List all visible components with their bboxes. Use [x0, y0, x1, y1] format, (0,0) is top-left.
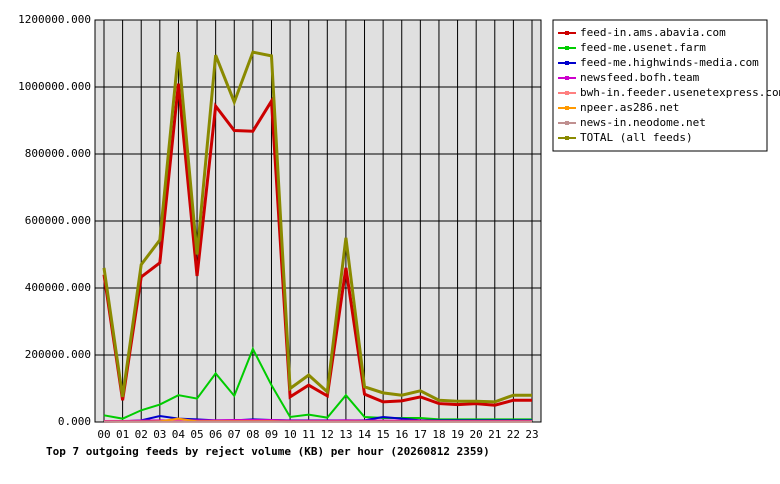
y-tick-label: 1200000.000	[18, 13, 91, 26]
x-tick-label: 21	[488, 428, 501, 441]
x-tick-label: 04	[172, 428, 186, 441]
y-tick-label: 200000.000	[25, 348, 91, 361]
y-tick-label: 800000.000	[25, 147, 91, 160]
x-tick-label: 15	[377, 428, 390, 441]
legend-dot	[565, 136, 569, 140]
legend-label: feed-me.usenet.farm	[580, 41, 706, 54]
legend-dot	[565, 121, 569, 125]
x-tick-label: 23	[525, 428, 538, 441]
y-tick-label: 0.000	[58, 415, 91, 428]
x-tick-label: 14	[358, 428, 372, 441]
x-tick-label: 00	[97, 428, 110, 441]
legend-label: TOTAL (all feeds)	[580, 131, 693, 144]
legend-label: bwh-in.feeder.usenetexpress.com	[580, 86, 780, 99]
x-tick-label: 09	[265, 428, 278, 441]
legend-dot	[565, 91, 569, 95]
x-tick-label: 17	[414, 428, 427, 441]
y-tick-label: 1000000.000	[18, 80, 91, 93]
legend-dot	[565, 61, 569, 65]
legend-label: feed-in.ams.abavia.com	[580, 26, 726, 39]
x-tick-label: 08	[246, 428, 259, 441]
legend-label: npeer.as286.net	[580, 101, 679, 114]
y-tick-label: 400000.000	[25, 281, 91, 294]
x-tick-label: 02	[135, 428, 148, 441]
legend-label: feed-me.highwinds-media.com	[580, 56, 759, 69]
x-tick-label: 18	[432, 428, 445, 441]
x-tick-label: 06	[209, 428, 222, 441]
legend-dot	[565, 31, 569, 35]
y-tick-label: 600000.000	[25, 214, 91, 227]
x-tick-label: 12	[321, 428, 334, 441]
legend-label: newsfeed.bofh.team	[580, 71, 700, 84]
x-tick-label: 03	[153, 428, 166, 441]
x-tick-label: 10	[283, 428, 296, 441]
legend-dot	[565, 46, 569, 50]
legend-dot	[565, 76, 569, 80]
x-tick-label: 19	[451, 428, 464, 441]
x-tick-label: 16	[395, 428, 408, 441]
x-tick-label: 05	[190, 428, 203, 441]
x-tick-label: 07	[228, 428, 241, 441]
x-tick-label: 20	[470, 428, 483, 441]
legend-dot	[565, 106, 569, 110]
chart-title: Top 7 outgoing feeds by reject volume (K…	[46, 445, 490, 458]
x-tick-label: 13	[339, 428, 352, 441]
legend-label: news-in.neodome.net	[580, 116, 706, 129]
x-tick-label: 01	[116, 428, 129, 441]
x-tick-label: 22	[507, 428, 520, 441]
x-tick-label: 11	[302, 428, 315, 441]
